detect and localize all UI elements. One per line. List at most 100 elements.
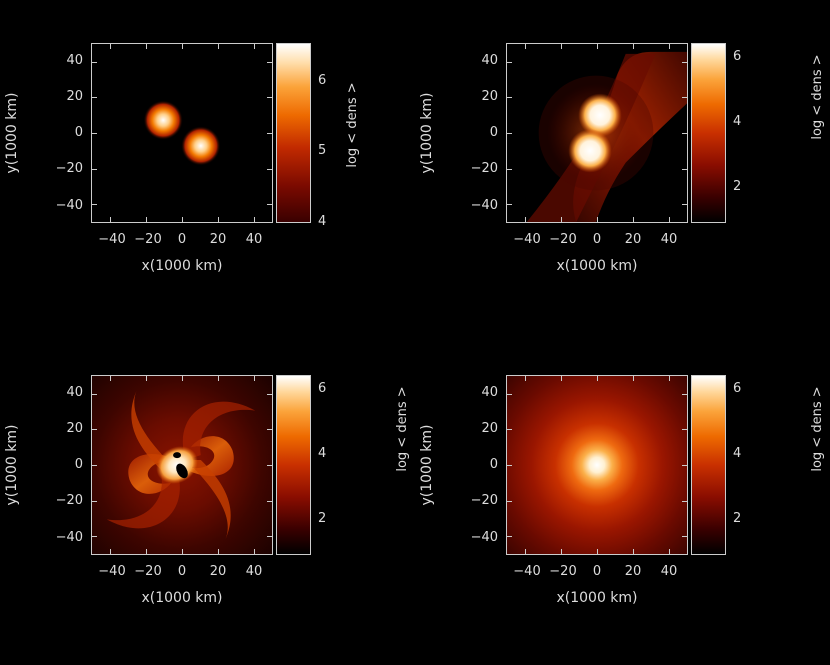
axis-tick-mark: [182, 376, 183, 381]
axis-tick-mark: [182, 44, 183, 49]
axis-tick-mark: [110, 549, 111, 554]
y-tick: −40: [55, 198, 83, 213]
panel-top-right: 6 4 2 log < dens > 40 20 0 −20 −40 −40 −…: [415, 0, 830, 332]
axis-tick-mark: [92, 97, 97, 99]
axis-tick-mark: [146, 549, 147, 554]
axis-tick-mark: [254, 217, 255, 222]
cbar-tick: 2: [733, 511, 742, 526]
colorbar: [276, 375, 311, 555]
density-plot: [91, 43, 273, 223]
y-tick: −40: [55, 530, 83, 545]
cbar-tick: 5: [318, 143, 327, 158]
cbar-tick: 6: [318, 381, 327, 396]
x-tick: −40: [98, 564, 126, 579]
y-axis-label: y(1000 km): [419, 424, 435, 506]
axis-tick-mark: [597, 217, 598, 222]
axis-tick-mark: [507, 393, 512, 395]
axis-tick-mark: [218, 217, 219, 222]
axis-tick-mark: [146, 44, 147, 49]
axis-tick-mark: [110, 376, 111, 381]
axis-tick-mark: [254, 44, 255, 49]
x-tick: 40: [660, 564, 678, 579]
axis-tick-mark: [92, 168, 97, 170]
axis-tick-mark: [92, 500, 97, 502]
axis-tick-mark: [92, 204, 97, 206]
density-plot: [91, 375, 273, 555]
cbar-tick: 2: [318, 511, 327, 526]
y-tick: 0: [74, 457, 83, 472]
x-tick: 40: [660, 232, 678, 247]
density-field: [106, 390, 256, 540]
cbar-tick: 4: [733, 114, 742, 129]
axis-tick-mark: [525, 376, 526, 381]
colorbar-label: log < dens >: [395, 386, 410, 472]
y-tick: 40: [481, 385, 498, 400]
axis-tick-mark: [561, 44, 562, 49]
axis-tick-mark: [110, 44, 111, 49]
axis-tick-mark: [682, 168, 687, 170]
cbar-tick: 6: [733, 381, 742, 396]
core-b: [568, 129, 612, 173]
colorbar: [691, 43, 726, 223]
y-tick: 40: [481, 53, 498, 68]
axis-tick-mark: [92, 133, 97, 134]
y-tick: 20: [66, 421, 83, 436]
axis-tick-mark: [682, 536, 687, 538]
axis-tick-mark: [507, 168, 512, 170]
star-b: [181, 126, 221, 166]
axis-tick-mark: [267, 168, 272, 170]
axis-tick-mark: [633, 44, 634, 49]
x-axis-label: x(1000 km): [141, 258, 223, 274]
y-tick: 0: [489, 125, 498, 140]
x-tick: 0: [592, 232, 602, 247]
colorbar: [691, 375, 726, 555]
axis-tick-mark: [267, 536, 272, 538]
x-tick: −20: [549, 564, 577, 579]
axis-tick-mark: [682, 204, 687, 206]
axis-tick-mark: [682, 97, 687, 99]
axis-tick-mark: [254, 376, 255, 381]
axis-tick-mark: [669, 217, 670, 222]
axis-tick-mark: [92, 393, 97, 395]
y-tick: 0: [74, 125, 83, 140]
y-tick: −40: [470, 530, 498, 545]
axis-tick-mark: [682, 500, 687, 502]
axis-tick-mark: [682, 61, 687, 63]
axis-tick-mark: [182, 217, 183, 222]
axis-tick-mark: [597, 44, 598, 49]
axis-tick-mark: [267, 500, 272, 502]
axis-tick-mark: [267, 204, 272, 206]
y-tick: −20: [55, 161, 83, 176]
axis-tick-mark: [92, 429, 97, 431]
axis-tick-mark: [682, 429, 687, 431]
colorbar-label: log < dens >: [810, 386, 825, 472]
colorbar: [276, 43, 311, 223]
y-tick: 20: [66, 89, 83, 104]
y-tick: −20: [470, 161, 498, 176]
axis-tick-mark: [507, 204, 512, 206]
density-plot: [506, 43, 688, 223]
y-tick: 0: [489, 457, 498, 472]
axis-tick-mark: [633, 217, 634, 222]
y-axis-label: y(1000 km): [4, 92, 20, 174]
axis-tick-mark: [507, 61, 512, 63]
y-tick: 40: [66, 385, 83, 400]
x-tick: 0: [177, 564, 187, 579]
axis-tick-mark: [561, 376, 562, 381]
axis-tick-mark: [267, 429, 272, 431]
y-tick: 40: [66, 53, 83, 68]
axis-tick-mark: [561, 217, 562, 222]
axis-tick-mark: [507, 536, 512, 538]
axis-tick-mark: [597, 549, 598, 554]
axis-tick-mark: [507, 133, 512, 134]
panel-bottom-left: 6 4 2 log < dens > 40 20 0 −20 −40 −40 −…: [0, 332, 415, 664]
y-axis-label: y(1000 km): [4, 424, 20, 506]
x-axis-label: x(1000 km): [556, 258, 638, 274]
x-tick: −40: [513, 564, 541, 579]
x-tick: 40: [245, 564, 263, 579]
axis-tick-mark: [507, 465, 512, 466]
x-axis-label: x(1000 km): [556, 590, 638, 606]
colorbar-label: log < dens >: [810, 54, 825, 140]
axis-tick-mark: [682, 393, 687, 395]
axis-tick-mark: [110, 217, 111, 222]
